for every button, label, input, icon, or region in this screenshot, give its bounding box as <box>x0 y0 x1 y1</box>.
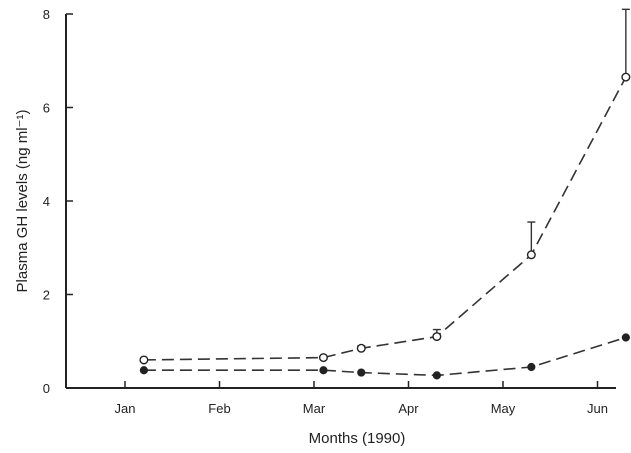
series-filled-circle <box>139 333 630 380</box>
series-open-circle <box>139 8 631 365</box>
x-tick-label: Jun <box>587 401 608 416</box>
y-tick-label: 4 <box>43 194 50 209</box>
data-point <box>432 332 442 342</box>
series-line <box>143 76 627 361</box>
series-line <box>143 336 627 377</box>
x-tick-label: Jan <box>115 401 136 416</box>
data-point <box>139 366 148 375</box>
series-layer <box>139 8 631 380</box>
data-point <box>356 343 366 353</box>
y-ticks: 0 2 4 6 8 <box>43 7 73 396</box>
x-ticks: Jan Feb Mar Apr May Jun <box>115 381 608 416</box>
data-point <box>357 368 366 377</box>
data-point <box>432 371 441 380</box>
y-tick-label: 8 <box>43 7 50 22</box>
data-point <box>318 353 328 363</box>
data-point <box>621 72 631 82</box>
data-point <box>527 362 536 372</box>
data-point <box>621 333 630 342</box>
y-tick-label: 0 <box>43 381 50 396</box>
y-tick-label: 6 <box>43 101 50 116</box>
y-tick-label: 2 <box>43 288 50 303</box>
x-tick-label: Apr <box>398 401 419 416</box>
axes <box>65 14 616 389</box>
x-tick-label: Mar <box>303 401 326 416</box>
data-point <box>139 355 149 365</box>
data-point <box>526 250 536 260</box>
x-axis-title: Months (1990) <box>309 430 406 447</box>
data-point <box>319 366 328 375</box>
x-tick-label: Feb <box>208 401 230 416</box>
x-tick-label: May <box>491 401 516 416</box>
y-axis-title: Plasma GH levels (ng ml⁻¹) <box>14 110 31 293</box>
